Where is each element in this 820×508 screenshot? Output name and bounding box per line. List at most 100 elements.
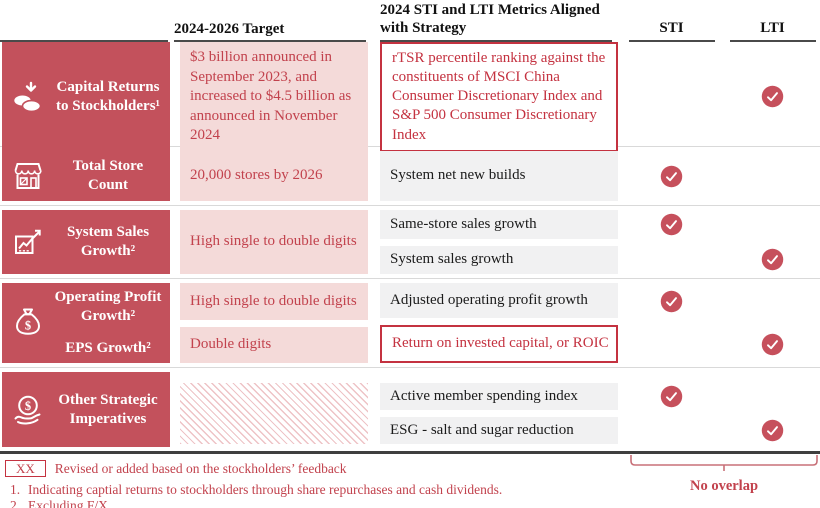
- target-cell: $3 billion announced in September 2023, …: [180, 42, 368, 152]
- row-group: $ Operating Profit Growth² EPS Growth² High…: [0, 283, 820, 363]
- lti-check-slot: [725, 327, 820, 364]
- check-icon: [660, 165, 683, 187]
- target-text: High single to double digits: [190, 233, 357, 250]
- metric-cell: Return on invested capital, or ROIC: [380, 324, 618, 363]
- footnote-2-number: 2.: [10, 498, 21, 508]
- brace-icon: [630, 455, 818, 471]
- sti-check-slot: [618, 417, 725, 444]
- row-label-texts: Operating Profit Growth² EPS Growth²: [54, 288, 170, 357]
- no-overlap-label: No overlap: [689, 478, 759, 494]
- metric-text: Return on invested capital, or ROIC: [392, 335, 609, 352]
- row-separator: [0, 201, 820, 210]
- sti-check-slot: [618, 383, 725, 410]
- lti-column: [725, 283, 820, 363]
- lti-check-slot: [725, 42, 820, 152]
- check-icon: [761, 419, 784, 442]
- metrics-column: Same-store sales growth System sales grow…: [380, 210, 618, 274]
- row-group: System Sales Growth² High single to doubl…: [0, 210, 820, 274]
- target-column: [180, 372, 368, 447]
- metrics-column: System net new builds: [380, 151, 618, 201]
- target-cell: High single to double digits: [180, 283, 368, 320]
- lti-check-slot: [725, 151, 820, 201]
- lti-check-slot: [725, 383, 820, 410]
- header-target-label: 2024-2026 Target: [174, 21, 285, 37]
- check-icon: [660, 290, 683, 312]
- row-label: System Sales Growth²: [66, 224, 150, 259]
- metric-text: ESG - salt and sugar reduction: [390, 421, 574, 438]
- row-label-box: $ Other Strategic Imperatives: [2, 372, 170, 447]
- lti-column: [725, 151, 820, 201]
- metric-cell: System net new builds: [380, 151, 618, 201]
- row-label-texts: Total Store Count: [54, 157, 170, 195]
- row-separator: [0, 274, 820, 283]
- metric-cell: rTSR percentile ranking against the cons…: [380, 42, 618, 152]
- metric-text: Active member spending index: [390, 387, 578, 404]
- metrics-column: rTSR percentile ranking against the cons…: [380, 42, 618, 152]
- row-separator: [0, 363, 820, 372]
- sti-column: [618, 210, 725, 274]
- metrics-column: Adjusted operating profit growth Return o…: [380, 283, 618, 363]
- header-lti-label: LTI: [760, 20, 785, 36]
- row-label: EPS Growth²: [65, 339, 151, 356]
- row-label-box: Capital Returns to Stockholders¹: [2, 42, 170, 152]
- lti-column: [725, 210, 820, 274]
- row-label-texts: Capital Returns to Stockholders¹: [54, 78, 170, 116]
- header-lti: LTI: [729, 20, 816, 42]
- lti-column: [725, 42, 820, 152]
- sti-check-slot: [618, 151, 725, 201]
- lti-check-slot: [725, 246, 820, 275]
- metrics-column: Active member spending index ESG - salt a…: [380, 372, 618, 447]
- growth-chart-icon: [2, 224, 54, 260]
- metric-text: Adjusted operating profit growth: [390, 291, 588, 308]
- legend-row: XX Revised or added based on the stockho…: [5, 460, 820, 477]
- row-label: Operating Profit Growth²: [54, 289, 162, 325]
- row-label-texts: Other Strategic Imperatives: [54, 391, 170, 429]
- row-group: $ Other Strategic Imperatives Active membe…: [0, 372, 820, 447]
- svg-text:$: $: [25, 399, 31, 413]
- metric-cell: System sales growth: [380, 245, 618, 274]
- table-header-row: 2024-2026 Target 2024 STI and LTI Metric…: [0, 0, 820, 42]
- header-metrics: 2024 STI and LTI Metrics Aligned with St…: [380, 1, 612, 42]
- target-cell: 20,000 stores by 2026: [180, 151, 368, 201]
- row-group: Capital Returns to Stockholders¹ $3 billi…: [0, 42, 820, 152]
- target-column: $3 billion announced in September 2023, …: [180, 42, 368, 152]
- money-bag-icon: $: [2, 305, 54, 341]
- sti-column: [618, 372, 725, 447]
- bottom-divider: [0, 451, 820, 454]
- row-label: Capital Returns to Stockholders¹: [55, 79, 161, 114]
- no-overlap-callout: No overlap: [630, 454, 818, 495]
- row-label-box: Total Store Count: [2, 151, 170, 201]
- metric-text: System net new builds: [390, 167, 526, 184]
- metric-cell: Adjusted operating profit growth: [380, 283, 618, 318]
- sti-column: [618, 283, 725, 363]
- lti-check-slot: [725, 210, 820, 239]
- footnote-1-text: Indicating captial returns to stockholde…: [28, 482, 503, 497]
- check-icon: [660, 385, 683, 408]
- target-column: High single to double digits: [180, 210, 368, 274]
- header-target: 2024-2026 Target: [174, 21, 366, 42]
- target-text: High single to double digits: [190, 292, 357, 309]
- metric-cell: ESG - salt and sugar reduction: [380, 417, 618, 444]
- metric-text: Same-store sales growth: [390, 215, 537, 232]
- header-left-underline: [0, 40, 168, 42]
- target-cell: Double digits: [180, 326, 368, 363]
- target-column: 20,000 stores by 2026: [180, 151, 368, 201]
- svg-text:$: $: [25, 319, 31, 333]
- row-label-box: $ Operating Profit Growth² EPS Growth²: [2, 283, 170, 363]
- sti-check-slot: [618, 210, 725, 239]
- row-group: Total Store Count 20,000 stores by 2026 Sy…: [0, 151, 820, 201]
- sti-column: [618, 151, 725, 201]
- footnote-1: 1. Indicating captial returns to stockho…: [0, 482, 820, 498]
- row-label: Total Store Count: [72, 158, 144, 193]
- legend-xx-box: XX: [5, 460, 46, 477]
- row-label: Other Strategic Imperatives: [58, 391, 158, 427]
- target-cell: [180, 383, 368, 444]
- footnote-1-number: 1.: [10, 482, 21, 497]
- footnote-2-text: Excluding F/X.: [28, 498, 112, 508]
- lti-column: [725, 372, 820, 447]
- header-metrics-line2: with Strategy: [380, 20, 467, 37]
- sti-check-slot: [618, 327, 725, 364]
- sti-check-slot: [618, 283, 725, 320]
- table-body: Capital Returns to Stockholders¹ $3 billi…: [0, 42, 820, 447]
